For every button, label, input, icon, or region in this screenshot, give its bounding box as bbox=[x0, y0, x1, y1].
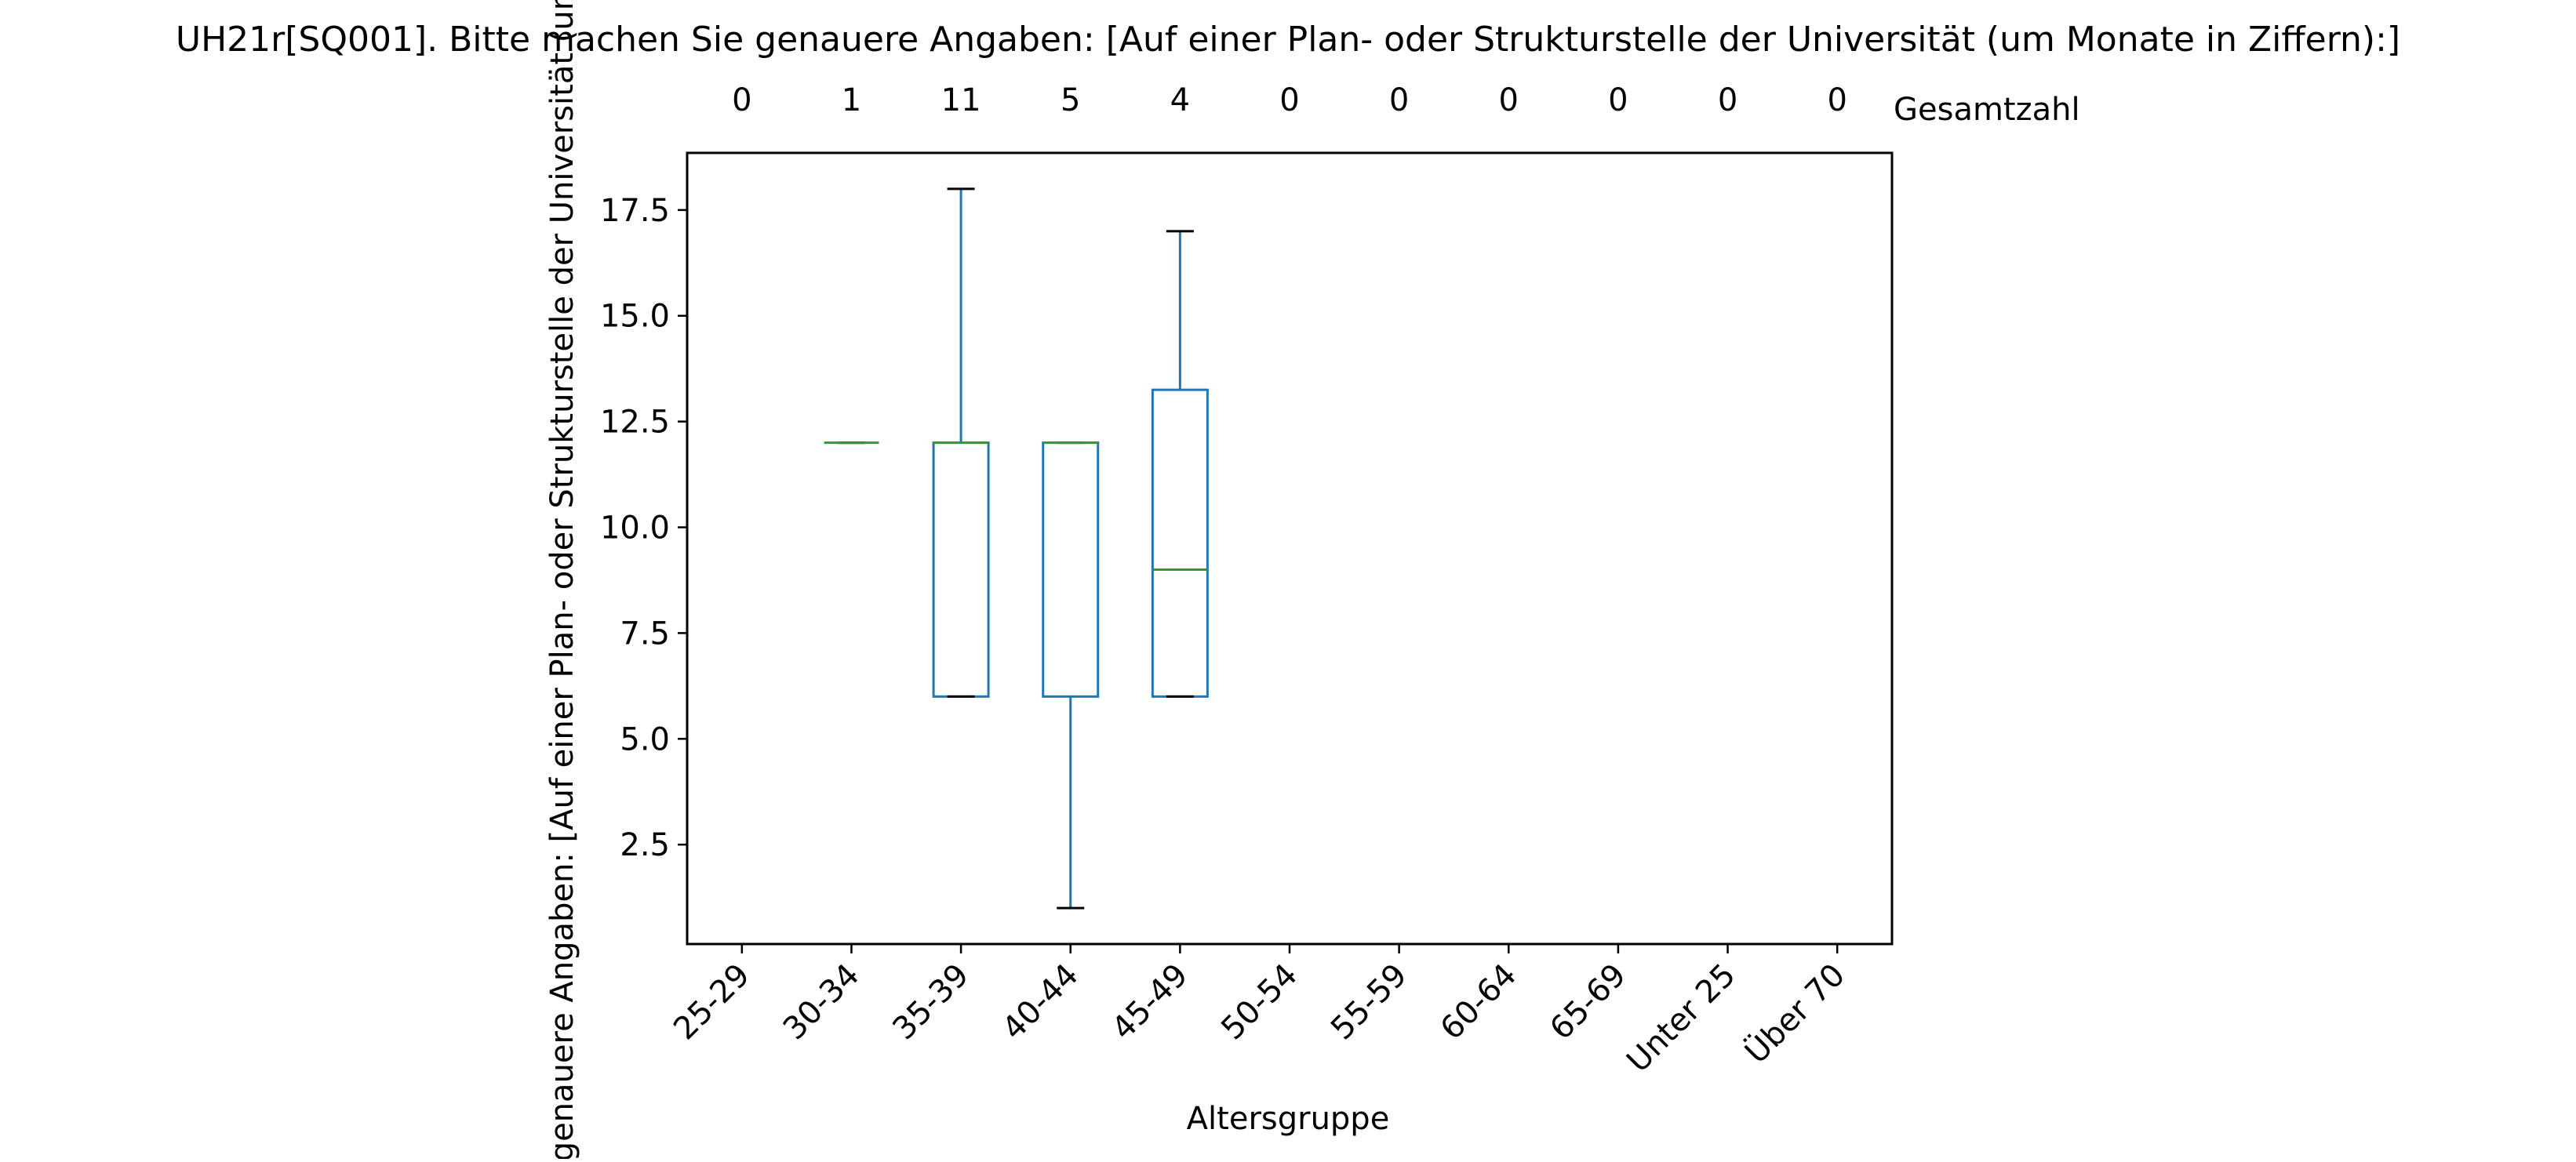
count-label: 0 bbox=[1499, 82, 1519, 118]
count-label: 0 bbox=[1827, 82, 1846, 118]
count-axis-label: Gesamtzahl bbox=[1894, 92, 2080, 128]
x-tick-label: 50-54 bbox=[1214, 957, 1304, 1048]
y-tick-label: 17.5 bbox=[600, 193, 670, 229]
x-tick-label: 55-59 bbox=[1324, 957, 1414, 1048]
y-tick-label: 7.5 bbox=[620, 615, 670, 652]
x-tick-label: 25-29 bbox=[667, 957, 757, 1048]
count-label: 0 bbox=[1608, 82, 1628, 118]
plot-area: 2.5 5.0 7.5 10.0 12.5 15.0 17.5 25-29 0 30-34 1 35-… bbox=[600, 82, 1894, 1080]
count-label: 0 bbox=[1389, 82, 1409, 118]
y-tick-label: 12.5 bbox=[600, 405, 670, 441]
count-label: 0 bbox=[1718, 82, 1737, 118]
plot-frame bbox=[686, 151, 1894, 946]
count-label: 0 bbox=[1279, 82, 1299, 118]
box-iqr bbox=[932, 441, 990, 698]
box-iqr bbox=[1151, 388, 1209, 698]
box-iqr bbox=[1042, 441, 1100, 698]
x-tick-label: 60-64 bbox=[1434, 957, 1524, 1048]
count-label: 11 bbox=[941, 82, 981, 118]
x-tick-label: Unter 25 bbox=[1620, 957, 1742, 1080]
count-label: 1 bbox=[842, 82, 861, 118]
x-tick-label: 45-49 bbox=[1105, 957, 1195, 1048]
chart-title: UH21r[SQ001]. Bitte machen Sie genauere … bbox=[176, 20, 2400, 60]
y-tick-label: 2.5 bbox=[620, 827, 670, 863]
y-tick-label: 5.0 bbox=[620, 721, 670, 757]
count-label: 4 bbox=[1170, 82, 1190, 118]
x-tick-label: 65-69 bbox=[1543, 957, 1633, 1048]
y-tick-label: 10.0 bbox=[600, 510, 670, 547]
x-axis-label: Altersgruppe bbox=[1187, 1101, 1390, 1137]
count-label: 0 bbox=[732, 82, 751, 118]
y-tick-label: 15.0 bbox=[600, 299, 670, 335]
y-axis-label: Bitte machen Sie genauere Angaben: [Auf … bbox=[544, 0, 580, 1159]
x-tick-label: 35-39 bbox=[886, 957, 976, 1048]
x-tick-label: 40-44 bbox=[995, 957, 1086, 1048]
x-tick-label: Über 70 bbox=[1737, 956, 1853, 1071]
x-tick-label: 30-34 bbox=[777, 957, 867, 1048]
count-label: 5 bbox=[1061, 82, 1080, 118]
